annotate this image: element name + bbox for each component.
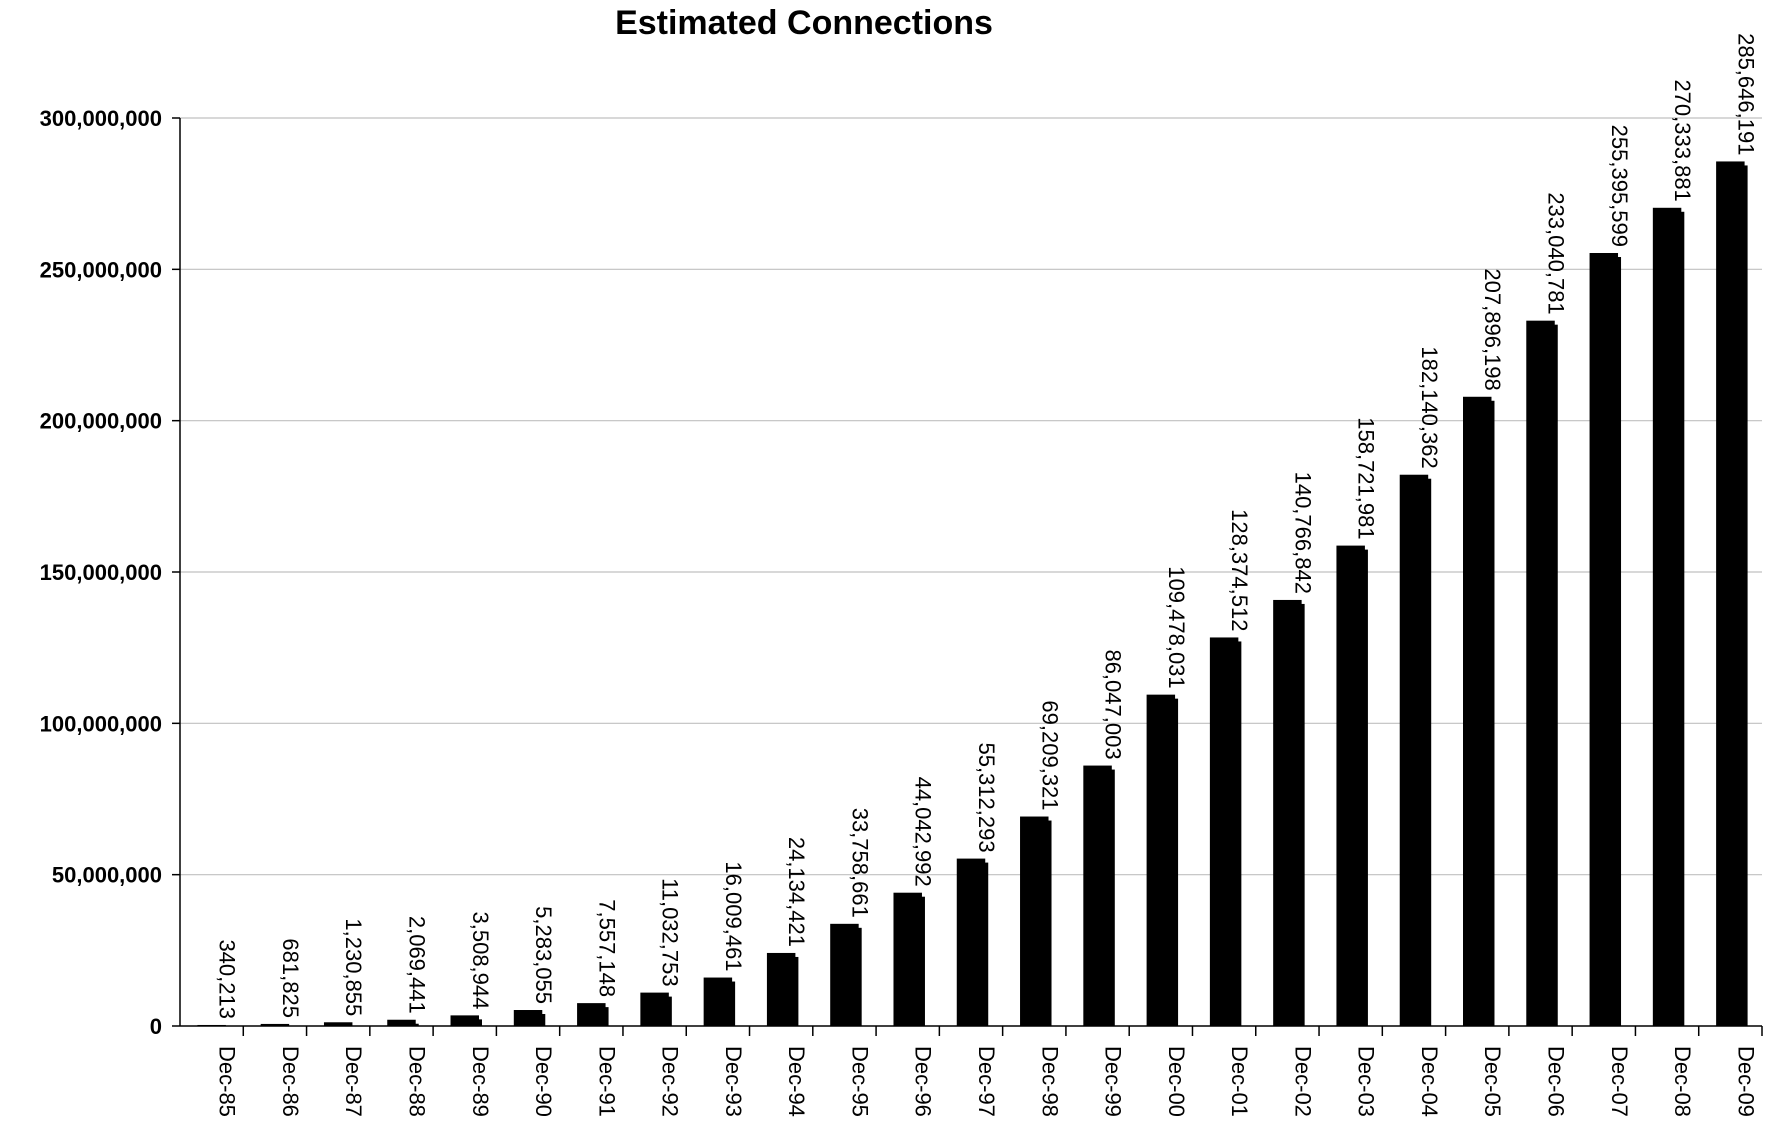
data-label: 340,213 — [215, 939, 240, 1019]
bar — [450, 1015, 479, 1026]
data-label: 182,140,362 — [1417, 346, 1442, 468]
gridlines — [180, 117, 1762, 876]
bar — [640, 992, 669, 1026]
x-tick-label: Dec-09 — [1733, 1046, 1758, 1117]
x-tick-label: Dec-02 — [1290, 1046, 1315, 1117]
bar — [1526, 320, 1555, 1027]
y-tick-label: 100,000,000 — [40, 711, 162, 736]
bar — [1716, 161, 1745, 1026]
data-label: 5,283,055 — [531, 906, 556, 1004]
data-label: 270,333,881 — [1670, 79, 1695, 201]
bar — [1399, 474, 1429, 1027]
bar — [1083, 765, 1112, 1026]
data-label: 233,040,781 — [1544, 192, 1569, 314]
bar — [260, 1023, 290, 1026]
data-label: 158,721,981 — [1354, 417, 1379, 539]
x-tick-label: Dec-99 — [1101, 1046, 1126, 1117]
data-label: 3,508,944 — [468, 912, 493, 1010]
x-tick-label: Dec-98 — [1037, 1046, 1062, 1117]
data-label: 109,478,031 — [1164, 566, 1189, 688]
bar — [1652, 207, 1682, 1027]
x-tick-label: Dec-92 — [658, 1046, 683, 1117]
bar — [1273, 599, 1302, 1026]
bar — [1463, 396, 1492, 1026]
bar — [956, 858, 986, 1026]
x-tick-label: Dec-94 — [784, 1046, 809, 1117]
y-tick-label: 300,000,000 — [40, 106, 162, 131]
y-tick-label: 150,000,000 — [40, 560, 162, 585]
axes — [179, 118, 1762, 1027]
data-label: 33,758,661 — [847, 808, 872, 918]
x-tick-label: Dec-93 — [721, 1046, 746, 1117]
x-tick-label: Dec-88 — [404, 1046, 429, 1117]
data-label: 207,896,198 — [1480, 268, 1505, 390]
bar — [513, 1010, 543, 1026]
x-tick-label: Dec-90 — [531, 1046, 556, 1117]
chart-title: Estimated Connections — [615, 4, 993, 42]
x-tick-label: Dec-00 — [1164, 1046, 1189, 1117]
x-tick-label: Dec-03 — [1354, 1046, 1379, 1117]
x-tick-label: Dec-04 — [1417, 1046, 1442, 1117]
x-tick-label: Dec-87 — [341, 1046, 366, 1117]
bars — [197, 161, 1748, 1027]
bar — [893, 892, 922, 1026]
y-tick-label: 200,000,000 — [40, 409, 162, 434]
x-tick-label: Dec-96 — [911, 1046, 936, 1117]
data-label: 285,646,191 — [1733, 33, 1758, 155]
y-tick-label: 50,000,000 — [52, 863, 162, 888]
data-label: 1,230,855 — [341, 918, 366, 1016]
x-tick-label: Dec-97 — [974, 1046, 999, 1117]
x-tick-label: Dec-86 — [278, 1046, 303, 1117]
x-tick-label: Dec-06 — [1544, 1046, 1569, 1117]
bar — [830, 923, 859, 1026]
bar — [1589, 253, 1619, 1026]
data-label: 11,032,753 — [658, 878, 683, 986]
x-tick-label: Dec-07 — [1607, 1046, 1632, 1117]
x-tick-label: Dec-95 — [847, 1046, 872, 1117]
x-tick-label: Dec-05 — [1480, 1046, 1505, 1117]
data-label: 128,374,512 — [1227, 509, 1252, 631]
data-label: 69,209,321 — [1037, 700, 1062, 810]
y-tick-label: 250,000,000 — [40, 257, 162, 282]
data-label: 681,825 — [278, 938, 303, 1018]
x-tick-label: Dec-89 — [468, 1046, 493, 1117]
bar — [323, 1022, 353, 1026]
data-label: 44,042,992 — [911, 777, 936, 887]
data-label: 140,766,842 — [1290, 472, 1315, 594]
bar — [387, 1019, 416, 1026]
x-tick-label: Dec-01 — [1227, 1046, 1252, 1117]
bar — [766, 952, 796, 1026]
x-axis-ticks: Dec-85 Dec-86 Dec-87 Dec-88 Dec-89 Dec-90 Dec-… — [215, 1026, 1763, 1117]
y-axis-ticks: 0 50,000,000 100,000,000 150,000,000 200,000… — [40, 106, 180, 1039]
bar — [1146, 694, 1176, 1026]
x-tick-label: Dec-08 — [1670, 1046, 1695, 1117]
data-label: 7,557,148 — [594, 899, 619, 997]
bar — [1020, 816, 1049, 1026]
data-label: 255,395,599 — [1607, 125, 1632, 247]
data-label: 86,047,003 — [1101, 649, 1126, 759]
data-label: 24,134,421 — [784, 837, 809, 947]
x-tick-label: Dec-85 — [215, 1046, 240, 1117]
bar — [577, 1003, 606, 1026]
y-tick-label: 0 — [150, 1014, 162, 1039]
data-label: 2,069,441 — [404, 916, 429, 1014]
bar — [1336, 545, 1365, 1026]
x-tick-label: Dec-91 — [594, 1046, 619, 1117]
data-labels: 340,213 681,825 1,230,855 2,069,441 3,508,94… — [215, 33, 1759, 1019]
data-label: 55,312,293 — [974, 742, 999, 852]
bar — [1209, 637, 1239, 1026]
bar — [703, 977, 733, 1026]
data-label: 16,009,461 — [721, 861, 746, 971]
